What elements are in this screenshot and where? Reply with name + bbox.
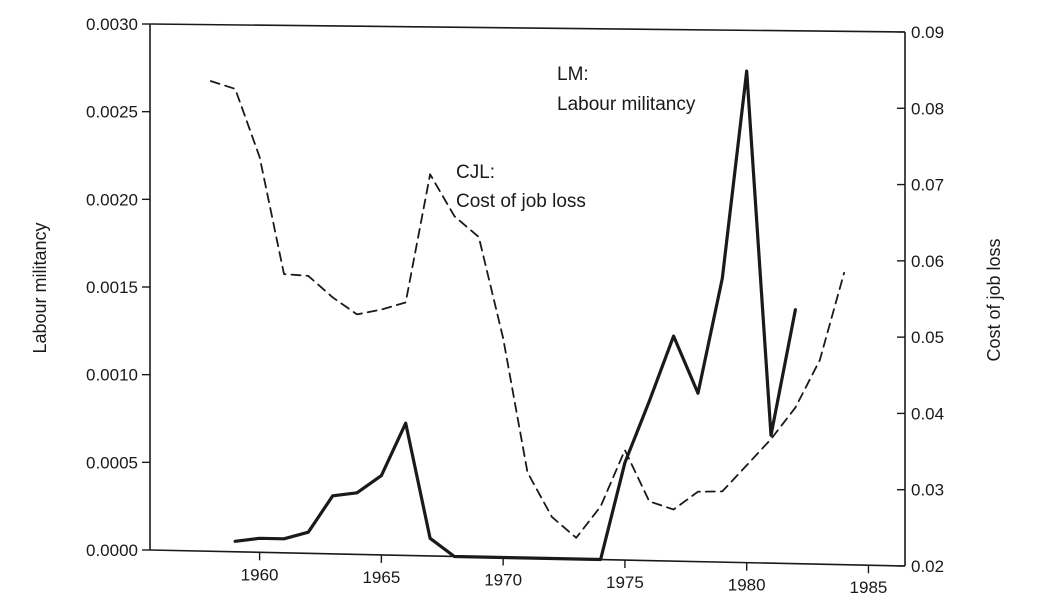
y2-tick-label: 0.05 [911,328,944,347]
y2-tick-label: 0.04 [911,404,944,423]
y-tick-label: 0.0025 [86,103,138,122]
annotation-lm-line-1: LM: [557,64,589,85]
y-tick-label: 0.0030 [86,15,138,34]
y-tick-label: 0.0010 [86,366,138,385]
ticks [142,23,905,574]
plot-frame [149,23,906,567]
series-line-labour-militancy [233,69,798,562]
x-tick-label: 1985 [850,578,888,597]
x-tick-label: 1980 [728,576,766,595]
y2-tick-label: 0.07 [911,176,944,195]
series-line-cost-of-job-loss [209,80,845,539]
x-tick-label: 1960 [241,565,279,584]
y-tick-label: 0.0015 [86,278,138,297]
series-layer [209,69,845,562]
top-axis-line [149,23,906,33]
annotation-cjl: CJL: Cost of job loss [456,162,586,212]
y2-tick-label: 0.02 [911,557,944,576]
annotation-cjl-line-2: Cost of job loss [456,191,586,212]
y-tick-label: 0.0005 [86,453,138,472]
y2-axis-title: Cost of job loss [984,238,1004,361]
y2-tick-label: 0.09 [911,23,944,42]
x-tick-label: 1975 [606,573,644,592]
annotation-lm: LM: Labour militancy [557,64,696,115]
annotation-cjl-line-1: CJL: [456,162,495,183]
y-tick-label: 0.0000 [86,541,138,560]
y2-tick-label: 0.06 [911,252,944,271]
y-tick-label: 0.0020 [86,190,138,209]
annotation-lm-line-2: Labour militancy [557,94,696,115]
y2-tick-label: 0.08 [911,99,944,118]
tick-labels: 0.0000 0.0005 0.0010 0.0015 0.0020 0.0025 0.00… [86,15,944,597]
x-tick-label: 1970 [484,570,522,589]
y2-tick-label: 0.03 [911,481,944,500]
x-tick-label: 1965 [362,568,400,587]
y-axis-title: Labour militancy [30,222,50,353]
